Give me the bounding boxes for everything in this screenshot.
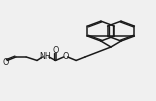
Text: O: O bbox=[62, 53, 69, 62]
Text: NH: NH bbox=[40, 53, 51, 62]
Text: O: O bbox=[52, 46, 59, 55]
Text: O: O bbox=[2, 58, 9, 67]
